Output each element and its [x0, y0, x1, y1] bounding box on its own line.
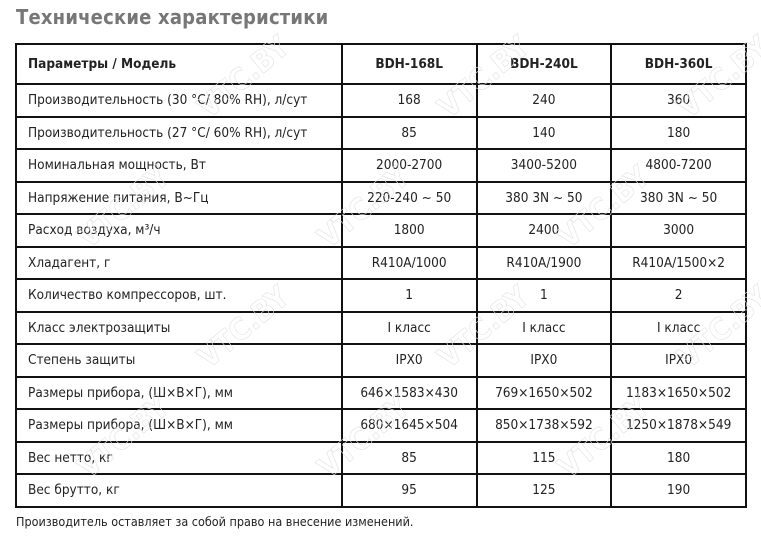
value-cell: 2: [610, 278, 747, 313]
table-row: Производительность (30 °C/ 80% RH), л/су…: [15, 83, 747, 118]
value-cell: R410A/1000: [340, 245, 478, 280]
value-cell: I класс: [340, 310, 478, 345]
value-cell: 2000-2700: [340, 148, 478, 183]
value-cell: 380 3N ~ 50: [610, 180, 747, 215]
header-row: Параметры / Модель BDH-168L BDH-240L BDH-36…: [15, 43, 747, 85]
value-cell: 360: [610, 83, 747, 118]
table-row: Вес брутто, кг 95 125 190: [15, 473, 747, 508]
value-cell: 168: [340, 83, 478, 118]
value-cell: 3000: [610, 213, 747, 248]
table-row: Расход воздуха, м³/ч 1800 2400 3000: [15, 213, 747, 248]
value-cell: 1183×1650×502: [610, 375, 747, 410]
table-row: Размеры прибора, (Ш×В×Г), мм 646×1583×430…: [15, 375, 747, 410]
table-row: Вес нетто, кг 85 115 180: [15, 440, 747, 475]
table-row: Номинальная мощность, Вт 2000-2700 3400-52…: [15, 148, 747, 183]
value-cell: 850×1738×592: [475, 408, 613, 443]
value-cell: 646×1583×430: [340, 375, 478, 410]
value-cell: BDH-240L: [475, 43, 613, 85]
value-cell: 85: [340, 440, 478, 475]
value-cell: 1800: [340, 213, 478, 248]
value-cell: 180: [610, 115, 747, 150]
value-cell: 240: [475, 83, 613, 118]
parameter-cell: Напряжение питания, В~Гц: [15, 180, 343, 215]
parameter-cell: Параметры / Модель: [15, 43, 343, 85]
value-cell: 95: [340, 473, 478, 508]
table-row: Напряжение питания, В~Гц 220-240 ~ 50 380 …: [15, 180, 747, 215]
value-cell: 85: [340, 115, 478, 150]
value-cell: 190: [610, 473, 747, 508]
parameter-cell: Размеры прибора, (Ш×В×Г), мм: [15, 375, 343, 410]
value-cell: IPX0: [610, 343, 747, 378]
parameter-cell: Количество компрессоров, шт.: [15, 278, 343, 313]
table-row: Хладагент, г R410A/1000 R410A/1900 R410A/15…: [15, 245, 747, 280]
spec-table: Параметры / Модель BDH-168L BDH-240L BDH-36…: [15, 43, 747, 508]
table-row: Количество компрессоров, шт. 1 1 2: [15, 278, 747, 313]
parameter-cell: Номинальная мощность, Вт: [15, 148, 343, 183]
value-cell: BDH-168L: [340, 43, 478, 85]
value-cell: 4800-7200: [610, 148, 747, 183]
parameter-cell: Вес брутто, кг: [15, 473, 343, 508]
value-cell: 220-240 ~ 50: [340, 180, 478, 215]
parameter-cell: Вес нетто, кг: [15, 440, 343, 475]
value-cell: R410A/1500×2: [610, 245, 747, 280]
value-cell: 125: [475, 473, 613, 508]
value-cell: 180: [610, 440, 747, 475]
table-row: Производительность (27 °C/ 60% RH), л/су…: [15, 115, 747, 150]
value-cell: R410A/1900: [475, 245, 613, 280]
value-cell: IPX0: [340, 343, 478, 378]
value-cell: I класс: [475, 310, 613, 345]
page-title: Технические характеристики: [16, 5, 329, 29]
value-cell: 1: [340, 278, 478, 313]
value-cell: IPX0: [475, 343, 613, 378]
parameter-cell: Производительность (30 °C/ 80% RH), л/су…: [15, 83, 343, 118]
table-row: Размеры прибора, (Ш×В×Г), мм 680×1645×504…: [15, 408, 747, 443]
parameter-cell: Размеры прибора, (Ш×В×Г), мм: [15, 408, 343, 443]
footnote: Производитель оставляет за собой право н…: [16, 514, 414, 529]
value-cell: 1250×1878×549: [610, 408, 747, 443]
table-row: Класс электрозащиты I класс I класс I класс: [15, 310, 747, 345]
value-cell: 380 3N ~ 50: [475, 180, 613, 215]
parameter-cell: Расход воздуха, м³/ч: [15, 213, 343, 248]
value-cell: 680×1645×504: [340, 408, 478, 443]
value-cell: BDH-360L: [610, 43, 747, 85]
table-row: Степень защиты IPX0 IPX0 IPX0: [15, 343, 747, 378]
parameter-cell: Хладагент, г: [15, 245, 343, 280]
value-cell: 140: [475, 115, 613, 150]
value-cell: 3400-5200: [475, 148, 613, 183]
value-cell: I класс: [610, 310, 747, 345]
value-cell: 769×1650×502: [475, 375, 613, 410]
parameter-cell: Степень защиты: [15, 343, 343, 378]
parameter-cell: Производительность (27 °C/ 60% RH), л/су…: [15, 115, 343, 150]
value-cell: 1: [475, 278, 613, 313]
value-cell: 115: [475, 440, 613, 475]
value-cell: 2400: [475, 213, 613, 248]
parameter-cell: Класс электрозащиты: [15, 310, 343, 345]
